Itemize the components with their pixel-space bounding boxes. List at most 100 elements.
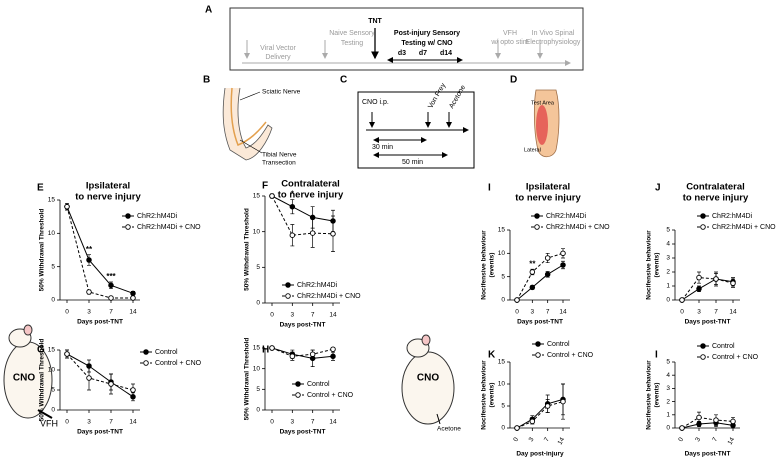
x-tick-label: 14 (729, 309, 737, 316)
x-tick-label: 0 (677, 436, 685, 443)
y-axis-label: (events) (654, 383, 661, 408)
y-tick-label: 0 (256, 300, 260, 307)
y-tick-label: 0 (666, 425, 670, 432)
x-tick-label: 3 (697, 309, 701, 316)
data-point (86, 375, 92, 381)
panel-d: D Test Area Lateral (510, 75, 560, 158)
y-tick-label: 5 (256, 386, 260, 393)
legend-marker (143, 349, 149, 355)
step-label: Electrophysiology (526, 39, 581, 46)
x-tick-label: 14 (329, 312, 337, 319)
leader-line (239, 91, 261, 101)
x-tick-label: 0 (65, 309, 69, 316)
y-tick-label: 1 (666, 283, 670, 290)
panel-letter: H (262, 345, 269, 356)
legend-marker (700, 213, 706, 219)
data-point (108, 381, 114, 387)
data-point (309, 214, 316, 221)
series-line (516, 401, 564, 429)
series-line (516, 264, 564, 301)
x-tick-label: 7 (109, 419, 113, 426)
significance: *** (106, 272, 116, 281)
step-label: Post-injury Sensory (394, 30, 460, 37)
data-point (330, 353, 336, 360)
filament (37, 409, 53, 419)
legend-marker (125, 224, 131, 230)
series-line (66, 353, 134, 391)
data-point (309, 351, 316, 357)
y-tick-label: 5 (256, 264, 260, 271)
y-tick-label: 0 (51, 297, 55, 304)
y-tick-label: 0 (256, 407, 260, 414)
legend-label: ChR2:hM4Di (546, 213, 587, 220)
x-tick-label: 14 (557, 436, 567, 446)
data-point (269, 345, 275, 351)
panel-letter: K (488, 350, 496, 361)
x-tick-label: 7 (714, 309, 718, 316)
y-tick-label: 15 (253, 193, 261, 200)
rat-ear (421, 334, 431, 346)
rat-label: Acetone (437, 426, 461, 433)
legend-label: ChR2:hM4Di + CNO (297, 293, 361, 300)
legend-label: Control + CNO (155, 360, 202, 367)
significance: ** (86, 245, 93, 254)
step-label: VFH (503, 30, 517, 37)
event-label: CNO i.p. (362, 99, 389, 106)
step-label: Testing w/ CNO (401, 40, 453, 47)
y-tick-label: 3 (666, 385, 670, 392)
legend-label: Control + CNO (307, 392, 354, 399)
x-tick-label: 7 (109, 309, 113, 316)
data-point (130, 290, 136, 297)
rat-left: CNO VFH (3, 324, 58, 428)
y-tick-label: 0 (51, 407, 55, 414)
panel-b: B Sciatic Nerve Tibial Nerve Transection (203, 75, 301, 167)
chart-title: to nerve injury (278, 190, 344, 201)
y-axis-label: 50% Withdrawal Threshold (244, 208, 251, 291)
x-tick-label: 0 (270, 312, 274, 319)
x-tick-label: 7 (546, 309, 550, 316)
data-point (529, 418, 536, 425)
step-label: TNT (368, 18, 382, 25)
foot-label: Test Area (531, 100, 555, 106)
data-point (289, 353, 296, 360)
chart-title: Ipsilateral (526, 182, 570, 193)
data-point (560, 250, 566, 257)
legend-marker (285, 282, 291, 288)
x-tick-label: 3 (531, 309, 535, 316)
legend-marker (295, 392, 301, 398)
legend-label: ChR2:hM4Di + CNO (137, 224, 201, 231)
event-label: Acetone (448, 84, 467, 110)
x-tick-label: 7 (711, 436, 719, 443)
x-tick-label: 3 (87, 309, 91, 316)
data-point (86, 289, 92, 295)
panel-letter: D (510, 75, 517, 86)
x-tick-label: 0 (65, 419, 69, 426)
panel-letter: G (37, 345, 45, 356)
legend-label: Control (307, 381, 330, 388)
data-point (713, 417, 719, 423)
x-axis-label: Days post-TNT (685, 319, 731, 326)
x-tick-label: 3 (291, 312, 295, 319)
data-point (330, 218, 336, 224)
y-tick-label: 0 (501, 425, 505, 432)
y-axis-label: Nocifensive behaviour (481, 230, 488, 300)
y-axis-label: 50% Withdrawal Threshold (244, 338, 251, 421)
panel-letter: C (340, 75, 347, 86)
x-axis-label: Days post-TNT (517, 319, 563, 326)
series-line (66, 206, 134, 294)
y-tick-label: 10 (498, 381, 506, 388)
x-axis-label: Days post-TNT (280, 429, 326, 436)
y-tick-label: 2 (666, 398, 670, 405)
nerve (230, 87, 267, 146)
series-line (271, 347, 334, 359)
series-line (681, 277, 734, 301)
data-point (713, 276, 719, 282)
x-axis-label: Days post-TNT (77, 319, 123, 326)
legend-marker (295, 381, 301, 387)
legend-marker (700, 224, 706, 230)
series-line (681, 422, 734, 429)
y-axis-label: (events) (489, 253, 496, 278)
x-tick-label: 7 (311, 419, 315, 426)
panel-letter: E (37, 183, 44, 194)
